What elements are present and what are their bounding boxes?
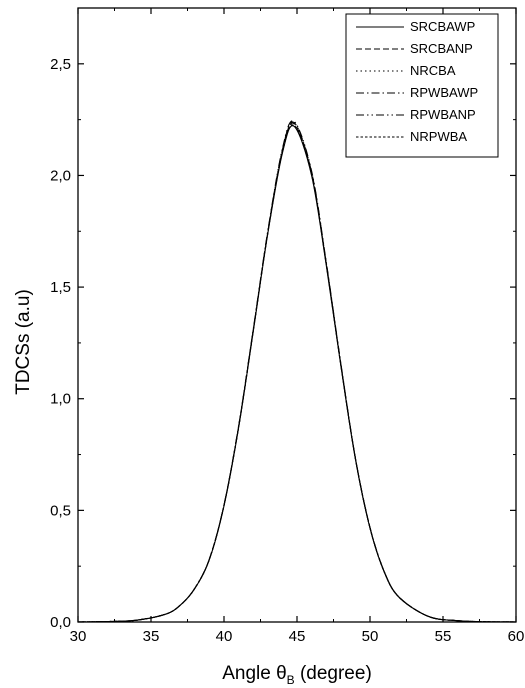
x-tick-label: 40 [216, 628, 233, 645]
y-tick-label: 2,5 [50, 56, 71, 73]
y-tick-label: 0,5 [50, 502, 71, 519]
series-lines [77, 120, 517, 623]
legend-label: RPWBANP [410, 107, 476, 122]
legend-label: NRPWBA [410, 129, 467, 144]
series-line-srcbawp [77, 125, 517, 623]
y-tick-label: 1,0 [50, 391, 71, 408]
x-axis-title: Angle θB (degree) [222, 663, 372, 687]
y-tick-label: 0,0 [50, 614, 71, 631]
legend-label: NRCBA [410, 63, 456, 78]
x-tick-label: 50 [362, 628, 379, 645]
y-tick-label: 1,5 [50, 279, 71, 296]
series-line-rpwbawp [77, 121, 517, 623]
legend-label: SRCBANP [410, 41, 473, 56]
series-line-nrcba [77, 124, 517, 623]
x-axis-title-main: Angle θ [222, 663, 286, 684]
series-line-nrpwba [77, 124, 517, 623]
axis-ticks: 30 35 40 45 50 55 60 0,0 0,5 1,0 1,5 2,0 2,5 [50, 8, 524, 645]
legend-label: SRCBAWP [410, 19, 475, 34]
legend: SRCBAWP SRCBANP NRCBA RPWBAWP RPWBANP NRPWBA [345, 13, 499, 158]
legend-label: RPWBAWP [410, 85, 478, 100]
x-tick-label: 45 [289, 628, 306, 645]
y-axis-title: TDCSs (a.u) [13, 289, 34, 395]
x-tick-label: 35 [143, 628, 160, 645]
y-tick-label: 2,0 [50, 167, 71, 184]
series-line-srcbanp [77, 122, 517, 623]
legend-box [345, 13, 499, 158]
series-line-rpwbanp [77, 120, 517, 623]
x-tick-label: 60 [508, 628, 525, 645]
x-axis-title-suffix: (degree) [295, 663, 372, 684]
x-axis-title-subscript: B [287, 673, 295, 687]
x-tick-label: 55 [435, 628, 452, 645]
x-tick-label: 30 [70, 628, 87, 645]
